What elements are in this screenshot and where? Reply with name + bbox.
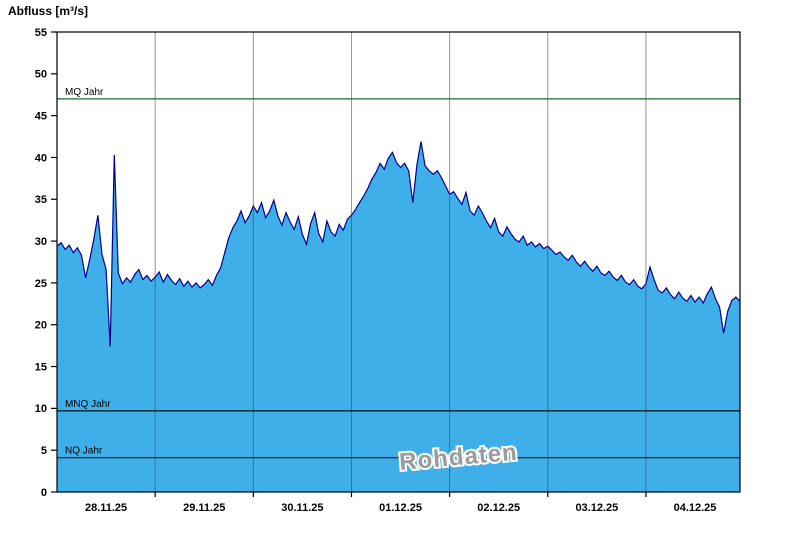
y-axis-tick-label: 50 <box>35 69 47 81</box>
y-axis-tick-label: 30 <box>35 236 47 248</box>
reference-line-label: MQ Jahr <box>65 87 104 98</box>
reference-line-mq: MQ Jahr <box>57 87 740 100</box>
x-axis-day-label: 04.12.25 <box>674 502 717 514</box>
y-axis-tick-label: 15 <box>35 361 47 373</box>
y-axis: 0 5 10 15 20 25 30 35 40 45 50 55 <box>35 27 57 499</box>
y-axis-tick-label: 40 <box>35 152 47 164</box>
y-axis-tick-label: 55 <box>35 27 47 39</box>
series-rohdaten <box>56 141 741 492</box>
reference-line-label: MNQ Jahr <box>65 399 111 410</box>
y-axis-tick-label: 45 <box>35 110 47 122</box>
area-fill <box>57 141 740 492</box>
data-line <box>56 141 741 347</box>
y-axis-tick-label: 20 <box>35 320 47 332</box>
chart-title: Abfluss [m³/s] <box>8 4 89 18</box>
y-axis-tick-label: 10 <box>35 403 47 415</box>
x-axis-day-label: 03.12.25 <box>575 502 618 514</box>
x-axis-day-label: 01.12.25 <box>379 502 422 514</box>
x-axis: 28.11.25 29.11.25 30.11.25 01.12.25 02.12.25… <box>85 492 716 514</box>
x-axis-day-label: 29.11.25 <box>183 502 225 514</box>
plot-border <box>56 31 741 493</box>
reference-line-nq: NQ Jahr <box>57 446 740 459</box>
y-axis-tick-label: 35 <box>35 194 47 206</box>
x-axis-day-label: 28.11.25 <box>85 502 127 514</box>
y-axis-tick-label: 0 <box>41 487 47 499</box>
y-axis-tick-label: 5 <box>41 445 47 457</box>
y-axis-tick-label: 25 <box>35 278 47 290</box>
x-axis-day-label: 30.11.25 <box>281 502 323 514</box>
day-gridlines <box>154 32 647 492</box>
reference-line-label: NQ Jahr <box>65 446 103 457</box>
x-axis-day-label: 02.12.25 <box>477 502 520 514</box>
reference-line-mnq: MNQ Jahr <box>57 399 740 412</box>
